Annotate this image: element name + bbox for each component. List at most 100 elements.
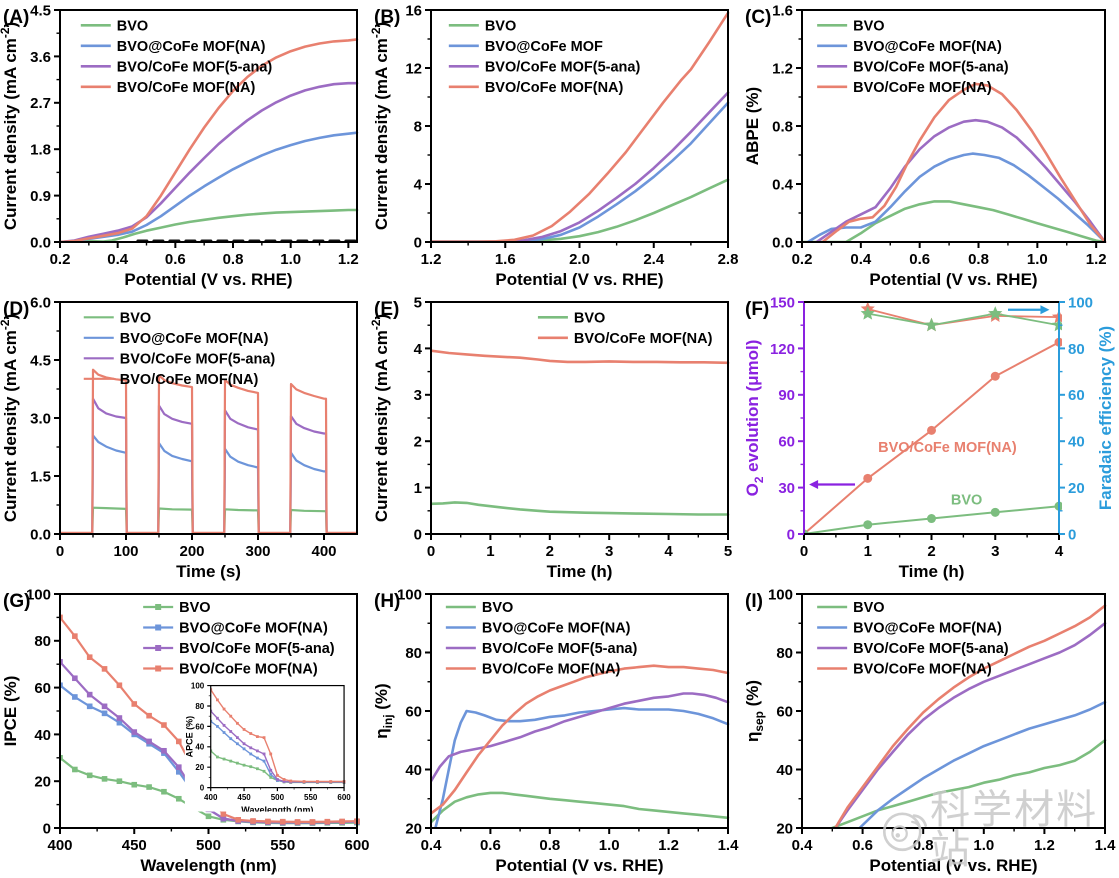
panel-c-abpe: 0.2 0.4 0.6 0.8 1.0 1.2 0.0 0.4 0.8 1.2 1.6 Potenti… (742, 0, 1119, 292)
y-axis: 0 20 40 60 80 100 (26, 586, 60, 837)
curve-bvo (431, 791, 730, 824)
legend: BVO BVO@CoFe MOF(NA) BVO/CoFe MOF(5-ana) BV… (143, 600, 335, 678)
y-tick-label: 0 (414, 526, 422, 543)
y-tick-label: 20 (405, 820, 422, 837)
x-tick-label: 1.2 (1086, 251, 1107, 268)
y-tick-label: 12 (405, 60, 422, 77)
y-tick-label: 40 (776, 762, 793, 779)
right-y-axis: 0 20 40 60 80 100 (1059, 294, 1093, 543)
curve-bvo-cofe-mof-5-ana- (815, 118, 1107, 243)
series-group (431, 664, 730, 829)
curve-bvo-cofe-mof-na-o2-evolution (804, 341, 1060, 535)
legend: BVO BVO@CoFe MOF(NA) BVO/CoFe MOF(5-ana) BV… (80, 19, 272, 96)
x-tick-label: 500 (196, 837, 221, 854)
x-tick-label: 0 (56, 543, 64, 560)
y-tick-label: 80 (195, 702, 204, 711)
x-axis: 1.2 1.6 2.0 2.4 2.8 (421, 242, 738, 268)
x-axis-label: Potential (V vs. RHE) (124, 270, 292, 289)
x-tick-label: 0.8 (539, 837, 560, 854)
curve-bvo-cofe-mof (431, 101, 730, 243)
y-axis: 0 4 8 12 16 (405, 2, 431, 251)
y-axis: 0.0 0.9 1.8 2.7 3.6 4.5 (30, 2, 60, 251)
y-tick-label: 60 (195, 722, 204, 731)
panel-tag: (D) (3, 299, 29, 320)
x-axis: 0 100 200 300 400 (56, 534, 337, 560)
x-tick-label: 0.6 (165, 251, 186, 268)
right-tick-label: 100 (1068, 294, 1093, 311)
x-tick-label: 0.6 (480, 837, 501, 854)
x-tick-label: 0.6 (852, 837, 873, 854)
panel-i-separation-efficiency: 0.4 0.6 0.8 1.0 1.2 1.4 20 40 60 80 100 Potential (… (742, 584, 1119, 878)
legend-label: BVO@CoFe MOF(NA) (853, 39, 1002, 55)
chart-svg-h: 0.4 0.6 0.8 1.0 1.2 1.4 20 40 60 80 100 Potential (… (372, 586, 740, 875)
legend-label: BVO/CoFe MOF(NA) (120, 372, 259, 388)
curve-bvo-cofe-mof-na- (858, 700, 1107, 829)
legend-label: BVO/CoFe MOF(5-ana) (482, 641, 638, 657)
x-tick-label: 3 (991, 543, 999, 560)
x-tick-label: 0.4 (792, 837, 814, 854)
y-tick-label: 2 (414, 434, 422, 451)
y-tick-label: 60 (776, 703, 793, 720)
panel-b-lsv-extended: 1.2 1.6 2.0 2.4 2.8 0 4 8 12 16 Potential (V vs. R… (369, 0, 742, 292)
series-group (804, 301, 1062, 535)
annotation-label: BVO/CoFe MOF(NA) (878, 440, 1017, 456)
x-tick-label: 450 (237, 793, 251, 802)
curve-bvo-cofe-mof-5-ana- (60, 397, 359, 535)
curve-bvo-cofe-mof-5-ana- (834, 622, 1107, 829)
curve-bvo-cofe-mof-na- (60, 434, 359, 535)
x-axis: 0.2 0.4 0.6 0.8 1.0 1.2 (50, 242, 359, 268)
x-axis: 0.4 0.6 0.8 1.0 1.2 1.4 (421, 828, 740, 854)
legend-label: BVO@CoFe MOF(NA) (117, 39, 266, 55)
curve-bvo-cofe-mof-na- (821, 82, 1107, 243)
x-tick-label: 1.0 (599, 837, 620, 854)
curve-bvo (431, 501, 730, 516)
y-axis-label: Current density (mA cm-2) (0, 314, 20, 522)
x-tick-label: 400 (311, 543, 336, 560)
curve-bvo-cofe-mof-na- (60, 38, 359, 243)
panel-f-o2-faradaic: 0 1 2 3 4 0 30 60 90 120 150 0 20 40 60 80 100 Faradaic e… (742, 292, 1119, 584)
y-tick-label: 0.0 (30, 234, 51, 251)
curve-bvo-faradaic-efficiency (866, 312, 1060, 327)
y-axis-label: ABPE (%) (743, 87, 762, 165)
x-axis-label: Time (h) (547, 562, 613, 581)
y-axis-label: Current density (mA cm-2) (0, 22, 20, 230)
y-axis: 0 20 40 60 80 100 (191, 681, 211, 793)
legend-label: BVO/CoFe MOF(5-ana) (853, 60, 1009, 76)
y-tick-label: 0.0 (772, 234, 793, 251)
panel-tag: (C) (745, 7, 771, 28)
x-tick-label: 1.4 (718, 837, 740, 854)
inset-chart: 400 450 500 550 600 0 20 40 60 80 100 Wavelength (n… (184, 680, 351, 812)
chart-svg-i: 0.4 0.6 0.8 1.0 1.2 1.4 20 40 60 80 100 Potential (… (743, 586, 1116, 875)
legend: BVO BVO/CoFe MOF(NA) (537, 311, 713, 347)
legend-label: BVO (853, 19, 884, 35)
x-tick-label: 0.8 (913, 837, 934, 854)
y-axis-label: APCE (%) (185, 716, 195, 758)
x-axis: 0.4 0.6 0.8 1.0 1.2 1.4 (792, 828, 1116, 854)
y-tick-label: 40 (195, 743, 204, 752)
panel-tag: (I) (745, 591, 763, 612)
y-tick-label: 150 (770, 294, 795, 311)
curve-bvo (60, 208, 359, 243)
x-tick-label: 550 (270, 837, 295, 854)
y-tick-label: 2.7 (30, 95, 51, 112)
y-tick-label: 1.2 (772, 60, 793, 77)
y-tick-label: 3.0 (30, 410, 51, 427)
y-axis: 20 40 60 80 100 (768, 586, 802, 837)
chart-svg-d: 0 100 200 300 400 0.0 1.5 3.0 4.5 6.0 Time (s) Curr… (0, 294, 359, 581)
y-tick-label: 80 (776, 645, 793, 662)
y-axis-label: ηinj (%) (372, 683, 395, 738)
curve-bvo-cofe-mof-5-ana- (431, 692, 730, 783)
series-group (431, 349, 730, 516)
x-axis-label: Wavelength (nm) (140, 856, 276, 875)
x-tick-label: 0.2 (50, 251, 71, 268)
panel-tag: (F) (745, 299, 769, 320)
legend-label: BVO/CoFe MOF(NA) (485, 80, 624, 96)
x-tick-label: 400 (47, 837, 72, 854)
panel-tag: (A) (3, 7, 29, 28)
curve-bvo-cofe-mof-5-ana- (60, 81, 359, 243)
y-tick-label: 40 (34, 727, 51, 744)
y-tick-label: 4 (414, 176, 423, 193)
legend-label: BVO@CoFe MOF(NA) (853, 621, 1002, 637)
legend-label: BVO@CoFe MOF(NA) (179, 621, 328, 637)
